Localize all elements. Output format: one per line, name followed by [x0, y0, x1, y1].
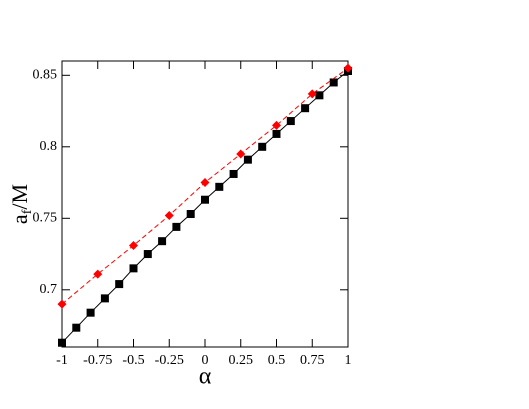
x-tick-label: -0.25	[155, 353, 184, 368]
marker	[164, 210, 174, 220]
y-label-main: a	[7, 214, 32, 224]
x-tick-label: 1	[345, 353, 352, 368]
y-label-rest: /M	[7, 184, 32, 210]
marker	[236, 149, 246, 159]
marker	[172, 222, 181, 231]
x-tick-label: 0.25	[229, 353, 254, 368]
x-tick-label: -1	[56, 353, 68, 368]
marker	[186, 210, 195, 219]
x-tick-label: 0.75	[300, 353, 325, 368]
marker	[58, 338, 66, 347]
x-tick-label: -0.75	[83, 353, 112, 368]
x-tick-label: 0.5	[268, 353, 286, 368]
marker	[158, 237, 167, 246]
marker	[286, 117, 295, 126]
y-axis-label: af/M	[7, 184, 35, 224]
marker	[215, 182, 224, 191]
marker	[243, 155, 252, 164]
y-tick-label: 0.8	[40, 139, 58, 154]
marker	[229, 169, 238, 178]
marker	[201, 195, 209, 204]
marker	[72, 323, 81, 332]
marker	[343, 63, 353, 73]
marker	[258, 142, 267, 151]
marker	[272, 120, 281, 130]
marker	[100, 294, 109, 303]
x-tick-label: 0	[202, 353, 209, 368]
marker	[272, 129, 281, 138]
marker	[129, 264, 138, 273]
marker	[86, 308, 95, 317]
marker	[129, 240, 138, 250]
marker	[143, 250, 152, 259]
y-label-sub: f	[20, 209, 35, 214]
marker	[93, 269, 103, 279]
marker	[115, 280, 124, 289]
marker	[57, 299, 67, 309]
y-tick-label: 0.85	[33, 68, 58, 83]
plot-frame	[61, 60, 349, 348]
marker	[307, 89, 317, 99]
y-tick-label: 0.7	[40, 282, 58, 297]
x-axis-label: α	[199, 364, 212, 390]
marker	[315, 91, 324, 100]
marker	[200, 178, 210, 188]
marker	[329, 78, 338, 87]
marker	[301, 104, 310, 113]
y-tick-label: 0.75	[33, 211, 58, 226]
x-tick-label: -0.5	[122, 353, 144, 368]
